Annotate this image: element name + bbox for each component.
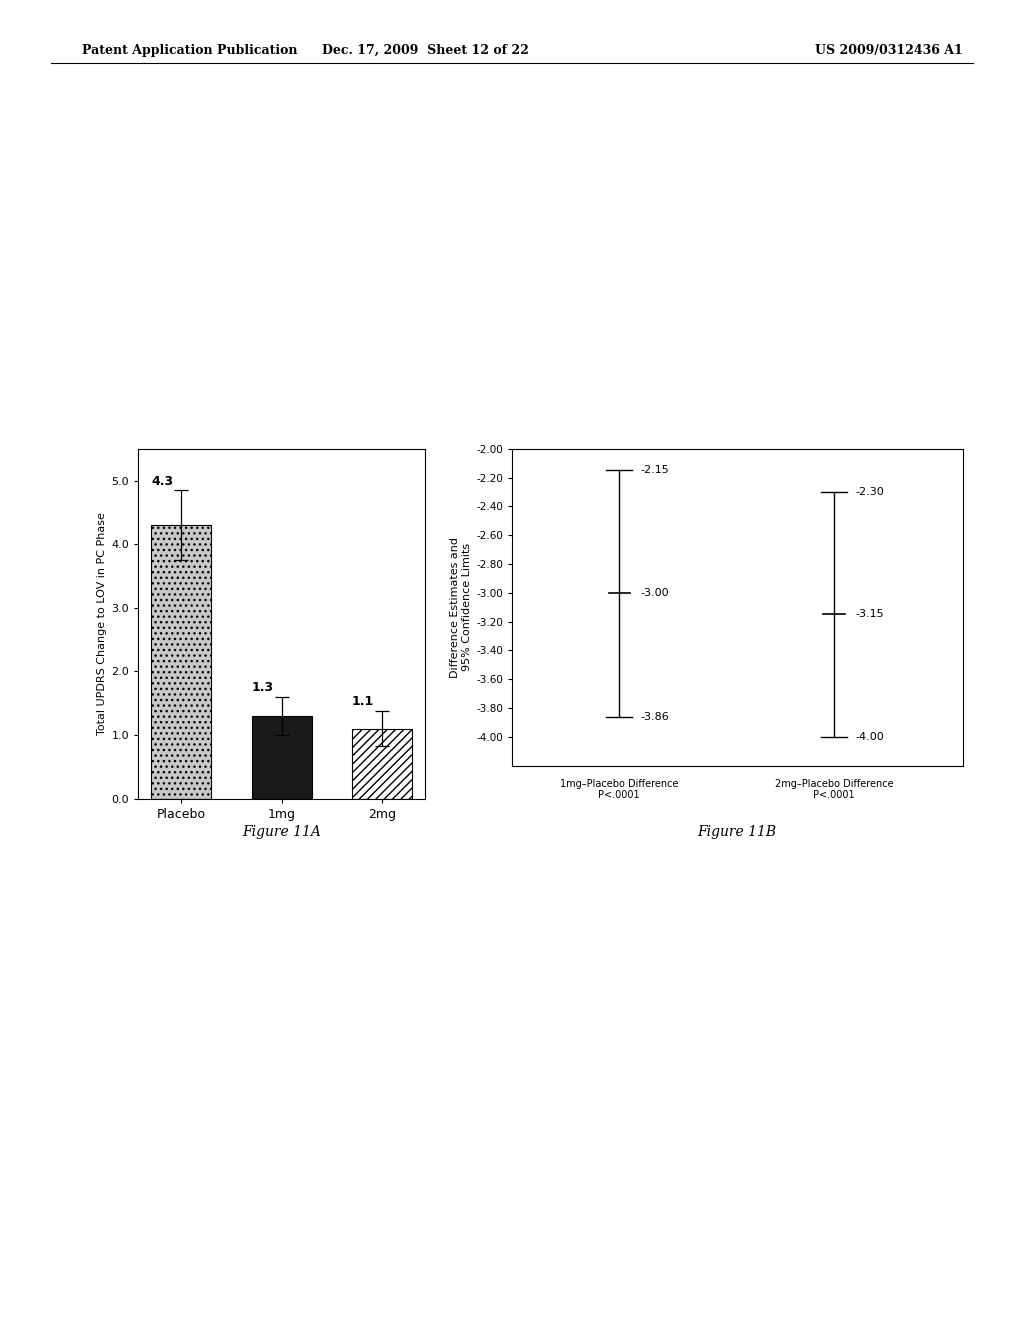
Text: -3.00: -3.00 — [641, 587, 670, 598]
Text: 1.3: 1.3 — [252, 681, 273, 694]
Text: Patent Application Publication: Patent Application Publication — [82, 44, 297, 57]
Text: Figure 11B: Figure 11B — [697, 825, 777, 840]
Text: Figure 11A: Figure 11A — [242, 825, 322, 840]
Text: Dec. 17, 2009  Sheet 12 of 22: Dec. 17, 2009 Sheet 12 of 22 — [322, 44, 528, 57]
Text: -2.15: -2.15 — [641, 466, 670, 475]
Bar — [252, 715, 311, 799]
Y-axis label: Difference Estimates and
95% Confidence Limits: Difference Estimates and 95% Confidence … — [451, 537, 472, 677]
Text: -3.86: -3.86 — [641, 711, 670, 722]
Text: 1mg–Placebo Difference
P<.0001: 1mg–Placebo Difference P<.0001 — [560, 779, 679, 800]
Text: -4.00: -4.00 — [855, 731, 884, 742]
Text: 4.3: 4.3 — [152, 475, 173, 487]
Text: US 2009/0312436 A1: US 2009/0312436 A1 — [815, 44, 963, 57]
Bar — [152, 525, 211, 799]
Y-axis label: Total UPDRS Change to LOV in PC Phase: Total UPDRS Change to LOV in PC Phase — [97, 512, 108, 735]
Text: 2mg–Placebo Difference
P<.0001: 2mg–Placebo Difference P<.0001 — [774, 779, 893, 800]
Text: 1.1: 1.1 — [352, 696, 374, 709]
Bar — [352, 729, 412, 799]
Text: -3.15: -3.15 — [855, 610, 884, 619]
Text: -2.30: -2.30 — [855, 487, 884, 498]
